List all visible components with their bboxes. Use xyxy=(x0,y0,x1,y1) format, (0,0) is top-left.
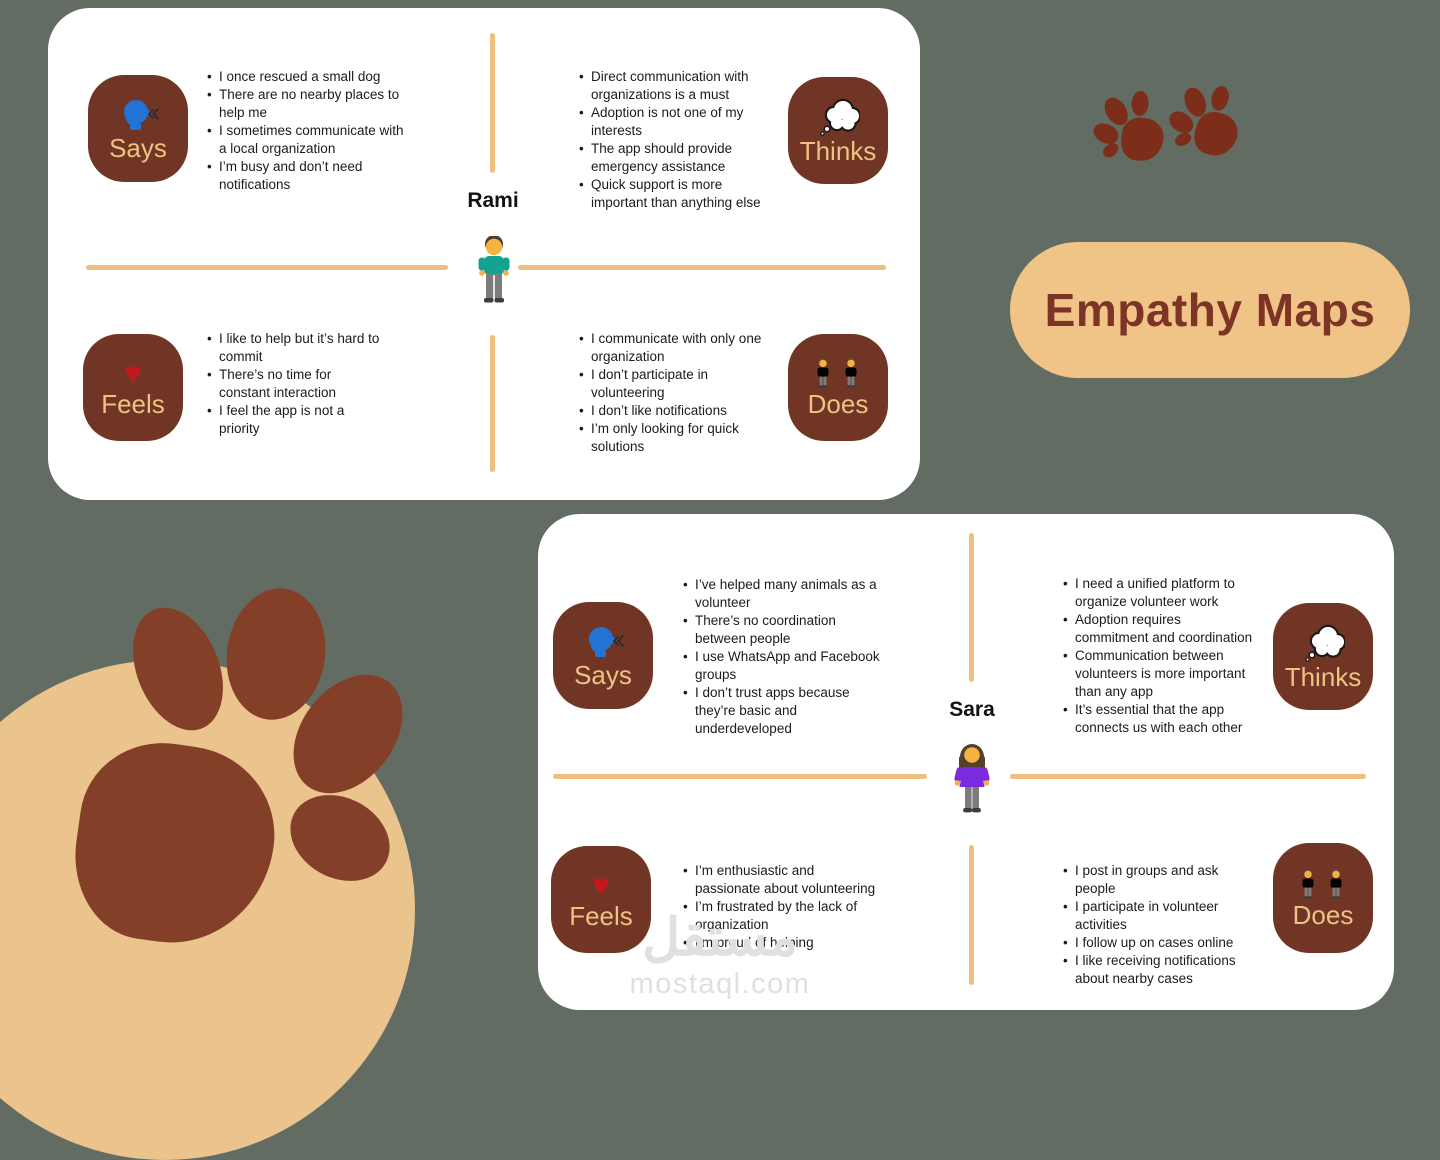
feels-list: I like to help but it’s hard to commitTh… xyxy=(206,330,384,438)
thinks-list: I need a unified platform to organize vo… xyxy=(1062,575,1254,737)
bullet-item: I like receiving notifications about nea… xyxy=(1062,952,1254,988)
divider xyxy=(1010,774,1366,779)
thinks-badge: Thinks xyxy=(1273,603,1373,710)
speaking-head-icon xyxy=(588,625,624,658)
does-badge: Does xyxy=(1273,843,1373,953)
bullet-item: I’m only looking for quick solutions xyxy=(578,420,763,456)
bullet-item: I don’t like notifications xyxy=(578,402,763,420)
quadrant-label: Does xyxy=(1292,899,1354,930)
bullet-item: Quick support is more important than any… xyxy=(578,176,763,212)
divider xyxy=(86,265,448,270)
bullet-item: Communication between volunteers is more… xyxy=(1062,647,1254,701)
paw-print-icon xyxy=(1090,89,1170,166)
feels-list: I’m enthusiastic and passionate about vo… xyxy=(682,862,880,952)
bullet-item: I sometimes communicate with a local org… xyxy=(206,122,404,158)
thought-bubble-icon xyxy=(819,98,860,136)
says-list: I’ve helped many animals as a volunteerT… xyxy=(682,576,882,738)
divider xyxy=(969,845,974,985)
bullet-item: I’m enthusiastic and passionate about vo… xyxy=(682,862,880,898)
thought-bubble-icon xyxy=(1304,624,1345,662)
quadrant-label: Thinks xyxy=(799,135,877,166)
bullet-item: I need a unified platform to organize vo… xyxy=(1062,575,1254,611)
bullet-item: The app should provide emergency assista… xyxy=(578,140,763,176)
bullet-item: I’m frustrated by the lack of organizati… xyxy=(682,898,880,934)
divider xyxy=(490,33,495,173)
watermark-logo: مستقل xyxy=(642,909,798,967)
bullet-item: Direct communication with organizations … xyxy=(578,68,763,104)
quadrant-label: Thinks xyxy=(1284,661,1362,692)
bullet-item: Adoption requires commitment and coordin… xyxy=(1062,611,1254,647)
feels-badge: ♥ Feels xyxy=(551,846,651,953)
paw-print-icon xyxy=(1165,83,1245,161)
bullet-item: I once rescued a small dog xyxy=(206,68,404,86)
quadrant-label: Feels xyxy=(569,900,633,931)
heart-icon: ♥ xyxy=(124,356,142,390)
bullet-item: I like to help but it’s hard to commit xyxy=(206,330,384,366)
bullet-item: Adoption is not one of my interests xyxy=(578,104,763,140)
quadrant-label: Does xyxy=(807,389,869,419)
page-title: Empathy Maps xyxy=(1044,284,1376,336)
watermark: مستقل mostaql.com xyxy=(560,908,880,1000)
says-list: I once rescued a small dogThere are no n… xyxy=(206,68,404,194)
thinks-badge: Thinks xyxy=(788,77,888,184)
does-badge: Does xyxy=(788,334,888,441)
standing-woman-icon xyxy=(953,744,991,813)
bullet-item: I don’t participate in volunteering xyxy=(578,366,763,402)
says-badge: Says xyxy=(553,602,653,709)
empathy-map-card-rami: Rami Says I once rescued a small dogTher… xyxy=(48,8,920,500)
persona-name: Sara xyxy=(949,698,995,721)
empathy-map-card-sara: Sara Says I’ve helped many animals as a … xyxy=(538,514,1394,1010)
bullet-item: I post in groups and ask people xyxy=(1062,862,1254,898)
heart-icon: ♥ xyxy=(592,868,610,902)
watermark-domain: mostaql.com xyxy=(629,968,811,1000)
two-people-icon xyxy=(1302,868,1342,899)
bullet-item: I feel the app is not a priority xyxy=(206,402,384,438)
quadrant-label: Feels xyxy=(101,388,165,419)
feels-badge: ♥ Feels xyxy=(83,334,183,441)
bullet-item: There’s no coordination between people xyxy=(682,612,882,648)
bullet-item: I’m busy and don’t need notifications xyxy=(206,158,404,194)
bullet-item: I participate in volunteer activities xyxy=(1062,898,1254,934)
two-people-icon xyxy=(817,358,857,388)
divider xyxy=(553,774,927,779)
bullet-item: I use WhatsApp and Facebook groups xyxy=(682,648,882,684)
quadrant-label: Says xyxy=(574,659,632,690)
bullet-item: I follow up on cases online xyxy=(1062,934,1254,952)
persona-name: Rami xyxy=(467,189,519,212)
title-banner: Empathy Maps xyxy=(1010,242,1410,378)
standing-man-icon xyxy=(478,236,510,303)
speaking-head-icon xyxy=(123,98,159,131)
divider xyxy=(969,533,974,682)
quadrant-label: Says xyxy=(109,132,167,163)
does-list: I post in groups and ask peopleI partici… xyxy=(1062,862,1254,988)
bullet-item: There’s no time for constant interaction xyxy=(206,366,384,402)
bullet-item: It’s essential that the app connects us … xyxy=(1062,701,1254,737)
big-paw-print-icon xyxy=(25,580,425,975)
bullet-item: I don’t trust apps because they’re basic… xyxy=(682,684,882,738)
divider xyxy=(518,265,886,270)
does-list: I communicate with only one organization… xyxy=(578,330,763,456)
says-badge: Says xyxy=(88,75,188,182)
bullet-item: I’ve helped many animals as a volunteer xyxy=(682,576,882,612)
divider xyxy=(490,335,495,472)
bullet-item: I’m proud of helping xyxy=(682,934,880,952)
bullet-item: There are no nearby places to help me xyxy=(206,86,404,122)
bullet-item: I communicate with only one organization xyxy=(578,330,763,366)
thinks-list: Direct communication with organizations … xyxy=(578,68,763,212)
